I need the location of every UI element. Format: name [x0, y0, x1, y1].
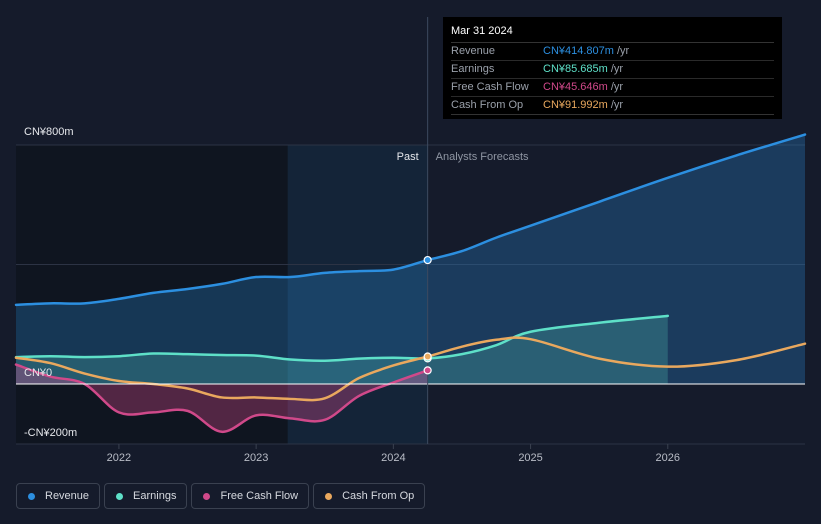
y-tick-label: -CN¥200m: [24, 427, 77, 439]
legend: Revenue Earnings Free Cash Flow Cash Fro…: [16, 483, 429, 509]
legend-label: Free Cash Flow: [220, 490, 299, 502]
x-tick-label: 2022: [107, 452, 131, 464]
tooltip-row-earnings: Earnings CN¥85.685m /yr: [451, 61, 774, 79]
legend-label: Earnings: [133, 490, 177, 502]
x-tick-label: 2024: [381, 452, 405, 464]
past-label: Past: [397, 151, 419, 163]
tooltip-row-value: CN¥45.646m: [543, 81, 608, 93]
free-cash-flow-marker: [423, 366, 432, 375]
y-tick-label: CN¥800m: [24, 126, 74, 138]
tooltip-row-cfo: Cash From Op CN¥91.992m /yr: [451, 97, 774, 115]
legend-dot-icon: [116, 492, 124, 500]
tooltip-row-name: Revenue: [451, 45, 496, 57]
tooltip-row-fcf: Free Cash Flow CN¥45.646m /yr: [451, 79, 774, 97]
tooltip-row-name: Free Cash Flow: [451, 81, 529, 93]
forecast-label: Analysts Forecasts: [436, 151, 529, 163]
highlight-region: [287, 145, 428, 444]
legend-dot-icon: [203, 492, 211, 500]
legend-item-free-cash-flow[interactable]: Free Cash Flow: [191, 483, 310, 509]
tooltip-row-unit: /yr: [610, 99, 624, 111]
legend-dot-icon: [325, 492, 333, 500]
revenue-line: [14, 133, 807, 307]
earnings-line: [14, 314, 670, 362]
x-tick-label: 2026: [656, 452, 680, 464]
legend-dot-icon: [28, 492, 35, 500]
tooltip-date: Mar 31 2024: [451, 24, 774, 43]
tooltip-row-name: Cash From Op: [451, 99, 524, 111]
y-tick-label: CN¥0: [24, 367, 52, 379]
legend-item-earnings[interactable]: Earnings: [104, 483, 188, 509]
x-tick-label: 2023: [244, 452, 268, 464]
revenue-marker: [423, 255, 432, 265]
legend-label: Revenue: [45, 490, 90, 502]
tooltip-row-name: Earnings: [451, 63, 495, 75]
legend-label: Cash From Op: [342, 490, 415, 502]
tooltip-row-value: CN¥91.992m: [543, 99, 608, 111]
tooltip: Mar 31 2024 Revenue CN¥414.807m /yr Earn…: [443, 17, 782, 119]
cash-from-op-line: [14, 336, 807, 402]
cash-from-op-marker: [423, 352, 432, 361]
tooltip-row-revenue: Revenue CN¥414.807m /yr: [451, 43, 774, 61]
tooltip-row-unit: /yr: [610, 81, 624, 93]
tooltip-row-unit: /yr: [610, 63, 624, 75]
tooltip-row-unit: /yr: [616, 45, 630, 57]
x-tick-label: 2025: [518, 452, 542, 464]
chart-svg: CN¥800m CN¥0 -CN¥200m 2022 2023 2024 2025 2026 P…: [14, 17, 807, 464]
earnings-area: [16, 315, 668, 384]
tooltip-row-value: CN¥85.685m: [543, 63, 608, 75]
tooltip-row-value: CN¥414.807m: [543, 45, 614, 57]
legend-item-cash-from-op[interactable]: Cash From Op: [313, 483, 426, 509]
legend-item-revenue[interactable]: Revenue: [16, 483, 101, 509]
